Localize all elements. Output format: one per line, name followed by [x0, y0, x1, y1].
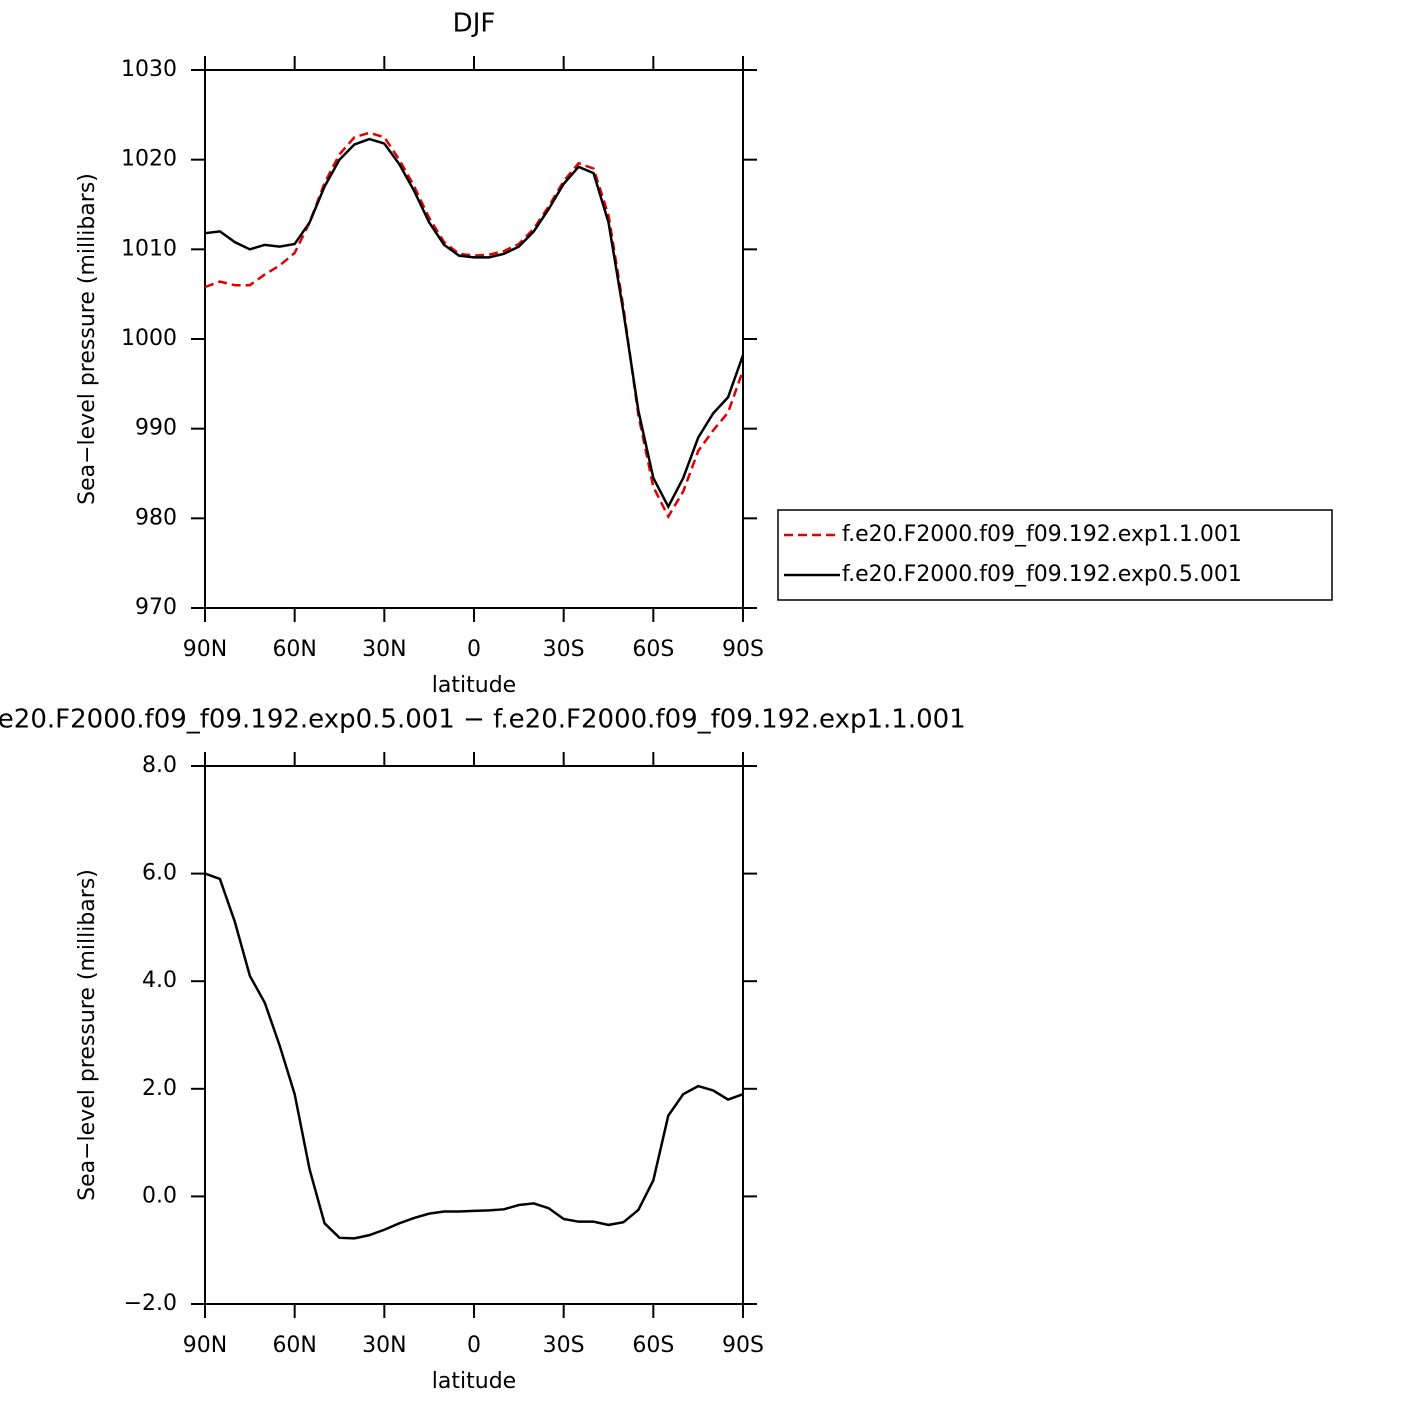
- x-tick-label: 90S: [722, 637, 764, 662]
- y-tick-label: 1030: [121, 57, 177, 82]
- x-tick-label: 30S: [543, 637, 585, 662]
- x-tick-label: 90N: [183, 637, 227, 662]
- y-tick-label: 980: [135, 505, 177, 530]
- plot-frame: [204, 69, 744, 609]
- data-line: [204, 872, 744, 1240]
- x-tick-label: 30N: [362, 637, 406, 662]
- y-axis-label: Sea−level pressure (millibars): [75, 173, 100, 505]
- x-tick-label: 60S: [632, 1333, 674, 1358]
- y-tick-label: 970: [135, 595, 177, 620]
- y-tick-label: 1010: [121, 236, 177, 261]
- y-tick-label: 990: [135, 416, 177, 441]
- plot-frame: [204, 765, 744, 1305]
- x-tick-label: 90S: [722, 1333, 764, 1358]
- x-tick-label: 60S: [632, 637, 674, 662]
- legend-box: [777, 509, 1333, 601]
- y-tick-label: 4.0: [142, 968, 177, 993]
- legend-label: f.e20.F2000.f09_f09.192.exp0.5.001: [842, 562, 1242, 587]
- chart-title: f.e20.F2000.f09_f09.192.exp0.5.001 − f.e…: [0, 705, 966, 735]
- y-tick-label: 6.0: [142, 861, 177, 886]
- x-tick-label: 0: [467, 637, 481, 662]
- data-line: [204, 137, 745, 510]
- x-tick-label: 60N: [272, 637, 316, 662]
- legend-label: f.e20.F2000.f09_f09.192.exp1.1.001: [842, 522, 1242, 547]
- y-tick-label: −2.0: [124, 1291, 177, 1316]
- y-tick-label: 2.0: [142, 1076, 177, 1101]
- y-axis-label: Sea−level pressure (millibars): [75, 869, 100, 1201]
- y-tick-label: 1020: [121, 147, 177, 172]
- x-tick-label: 0: [467, 1333, 481, 1358]
- y-tick-label: 8.0: [142, 753, 177, 778]
- chart-title: DJF: [453, 9, 496, 39]
- x-tick-label: 60N: [272, 1333, 316, 1358]
- x-axis-label: latitude: [432, 1369, 516, 1394]
- y-tick-label: 0.0: [142, 1183, 177, 1208]
- x-tick-label: 30S: [543, 1333, 585, 1358]
- data-line: [204, 131, 745, 520]
- x-axis-label: latitude: [432, 673, 516, 698]
- x-tick-label: 30N: [362, 1333, 406, 1358]
- x-tick-label: 90N: [183, 1333, 227, 1358]
- y-tick-label: 1000: [121, 326, 177, 351]
